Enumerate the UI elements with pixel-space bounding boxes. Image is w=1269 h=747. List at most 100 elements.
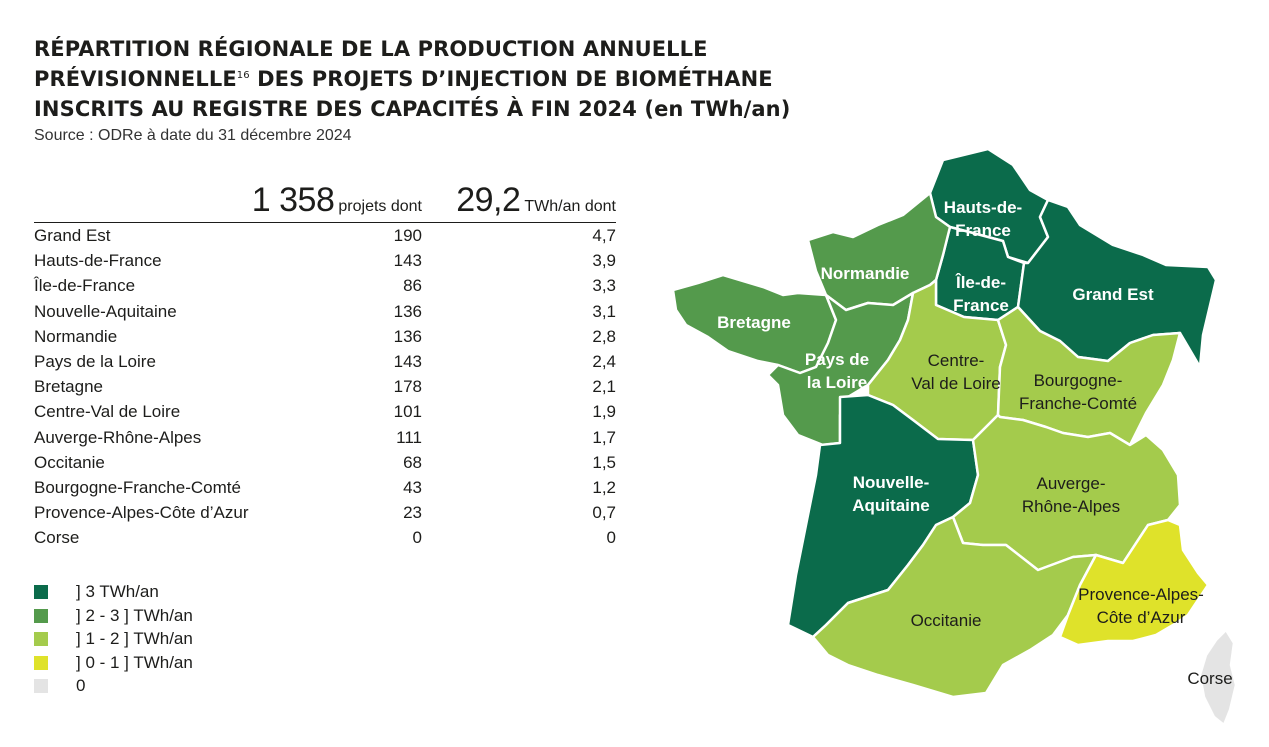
title-line-2: PRÉVISIONNELLE <box>34 67 237 91</box>
total-twh-header: 29,2 TWh/an dont <box>456 181 616 220</box>
region-name: Bourgogne-Franche-Comté <box>34 477 241 497</box>
region-twh: 1,2 <box>592 477 616 497</box>
region-projects: 143 <box>393 251 422 271</box>
table-row: Bourgogne-Franche-Comté 43 1,2 <box>34 475 616 500</box>
source-note: Source : ODRe à date du 31 décembre 2024 <box>34 127 352 144</box>
map-label-bretagne: Bretagne <box>717 313 791 332</box>
title-unit: (en TWh/an) <box>644 97 791 121</box>
legend-label: ] 3 TWh/an <box>76 582 159 601</box>
total-projects-header: 1 358 projets dont <box>252 181 422 220</box>
map-label-corse: Corse <box>1187 669 1232 688</box>
region-name: Centre-Val de Loire <box>34 402 181 422</box>
legend-swatch <box>34 632 48 646</box>
map-label-paca: Provence-Alpes- Côte d’Azur <box>1078 585 1204 627</box>
region-name: Corse <box>34 528 80 548</box>
table-row: Île-de-France 86 3,3 <box>34 273 616 298</box>
chart-title: RÉPARTITION RÉGIONALE DE LA PRODUCTION A… <box>34 34 934 124</box>
legend-swatch <box>34 679 48 693</box>
region-projects: 0 <box>412 528 422 548</box>
map-label-line: Normandie <box>821 264 910 283</box>
map-label-line: Île-de- <box>955 273 1006 292</box>
table-row: Provence-Alpes-Côte d’Azur 23 0,7 <box>34 500 616 525</box>
map-label-bourgogne: Bourgogne- Franche-Comté <box>1019 371 1137 413</box>
map-label-nouvelle-aquitaine: Nouvelle- Aquitaine <box>852 473 929 515</box>
total-twh-value: 29,2 <box>456 181 521 219</box>
region-twh: 1,7 <box>592 427 616 447</box>
map-label-pays-de-la-loire: Pays de la Loire <box>805 350 869 392</box>
legend-label: 0 <box>76 676 86 695</box>
total-projects-label: projets dont <box>338 198 422 215</box>
region-projects: 178 <box>393 377 422 397</box>
map-label-line: Pays de <box>805 350 869 369</box>
region-twh: 2,4 <box>592 351 616 371</box>
map-label-ile-de-france: Île-de- France <box>953 273 1009 315</box>
region-provence-alpes-cote-dazur <box>1058 518 1210 647</box>
region-twh: 3,3 <box>592 276 616 296</box>
legend-label: ] 1 - 2 ] TWh/an <box>76 629 193 648</box>
map-label-line: Grand Est <box>1072 285 1154 304</box>
total-twh-label: TWh/an dont <box>524 198 616 215</box>
region-occitanie <box>811 515 1098 699</box>
france-regions-map: Hauts-de- France Normandie Île-de- France Gra… <box>671 147 1238 727</box>
table-row: Bretagne 178 2,1 <box>34 374 616 399</box>
map-label-line: Nouvelle- <box>853 473 930 492</box>
region-projects: 68 <box>403 452 422 472</box>
region-twh: 4,7 <box>592 226 616 245</box>
region-corse <box>1198 628 1238 727</box>
map-label-grand-est: Grand Est <box>1072 285 1154 304</box>
region-name: Grand Est <box>34 226 111 245</box>
table-row: Normandie 136 2,8 <box>34 324 616 349</box>
legend-label: ] 2 - 3 ] TWh/an <box>76 605 193 625</box>
map-label-line: France <box>953 296 1009 315</box>
region-twh: 3,1 <box>592 301 616 321</box>
map-label-line: Hauts-de- <box>944 198 1022 217</box>
map-label-line: Aquitaine <box>852 496 929 515</box>
map-label-line: Provence-Alpes- <box>1078 585 1204 604</box>
map-label-line: la Loire <box>807 373 867 392</box>
region-name: Occitanie <box>34 452 105 472</box>
region-projects: 111 <box>396 427 422 447</box>
region-twh: 0 <box>606 528 616 548</box>
title-line-3: INSCRITS AU REGISTRE DES CAPACITÉS À FIN… <box>34 97 637 121</box>
region-name: Auverge-Rhône-Alpes <box>34 427 202 447</box>
map-label-line: France <box>955 221 1011 240</box>
map-label-line: Corse <box>1187 669 1232 688</box>
region-name: Pays de la Loire <box>34 351 156 371</box>
region-name: Hauts-de-France <box>34 251 162 271</box>
region-twh: 1,9 <box>592 402 616 422</box>
title-line-1: RÉPARTITION RÉGIONALE DE LA PRODUCTION A… <box>34 37 708 61</box>
region-twh: 2,8 <box>592 326 616 346</box>
region-projects: 136 <box>393 301 422 321</box>
map-label-centre: Centre- Val de Loire <box>911 351 1000 393</box>
table-row: Occitanie 68 1,5 <box>34 450 616 475</box>
table-row: Nouvelle-Aquitaine 136 3,1 <box>34 299 616 324</box>
map-label-line: Bourgogne- <box>1034 371 1123 390</box>
total-projects-value: 1 358 <box>251 181 335 219</box>
map-label-line: Auverge- <box>1037 474 1106 493</box>
region-twh: 3,9 <box>592 251 616 271</box>
region-twh: 0,7 <box>592 503 616 523</box>
region-name: Bretagne <box>34 377 103 397</box>
map-label-normandie: Normandie <box>821 264 910 283</box>
region-projects: 43 <box>403 477 422 497</box>
map-label-line: Rhône-Alpes <box>1022 497 1120 516</box>
title-line-2-end: DES PROJETS D’INJECTION DE BIOMÉTHANE <box>249 67 773 91</box>
region-twh: 2,1 <box>592 377 616 397</box>
legend-swatch <box>34 608 48 623</box>
region-name: Nouvelle-Aquitaine <box>34 301 177 321</box>
table-body: Grand Est 190 4,7 Hauts-de-France 143 3,9 Île-… <box>34 223 616 550</box>
legend-swatch <box>34 585 48 599</box>
region-projects: 143 <box>393 351 422 371</box>
map-label-line: Bretagne <box>717 313 791 332</box>
region-twh: 1,5 <box>592 452 616 472</box>
table-row: Pays de la Loire 143 2,4 <box>34 349 616 374</box>
table-row: Corse 0 0 <box>34 525 616 550</box>
map-label-auvergne: Auverge- Rhône-Alpes <box>1022 474 1120 516</box>
region-projects: 86 <box>403 276 422 296</box>
legend-swatch <box>34 655 48 670</box>
map-label-line: Occitanie <box>911 611 982 630</box>
region-table: 1 358 projets dont 29,2 TWh/an dont Grand … <box>34 181 616 550</box>
map-label-hauts-de-france: Hauts-de- France <box>944 198 1022 240</box>
region-projects: 23 <box>403 503 422 523</box>
table-row: Centre-Val de Loire 101 1,9 <box>34 399 616 424</box>
